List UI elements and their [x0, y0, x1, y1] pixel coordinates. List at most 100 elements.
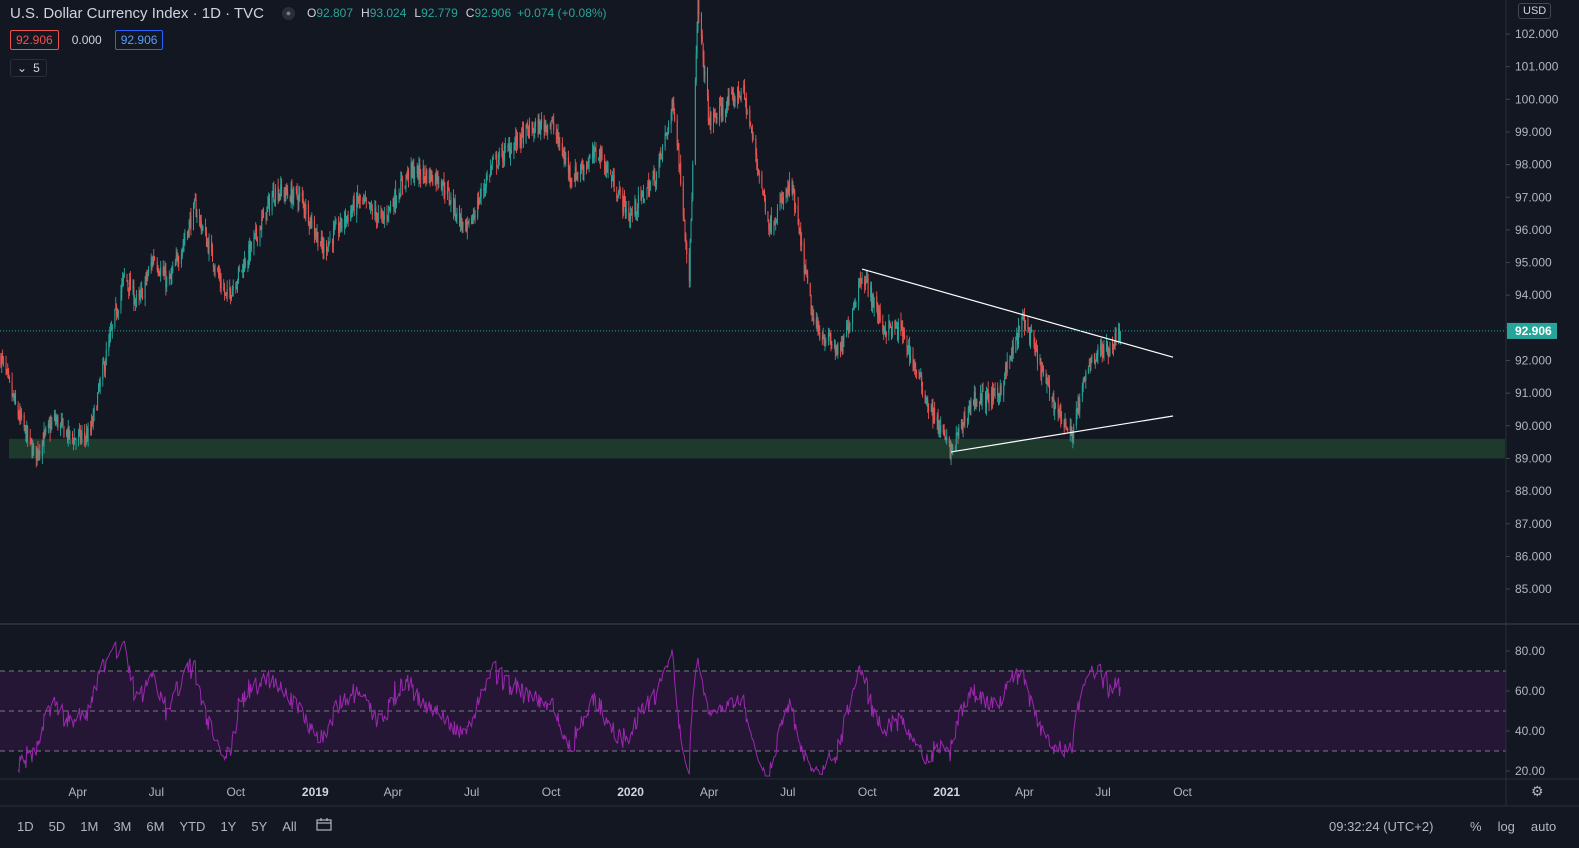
candle-body — [714, 114, 716, 117]
candle-body — [515, 136, 517, 145]
candle-body — [66, 431, 68, 436]
candle-body — [616, 192, 618, 198]
candle-body — [927, 399, 929, 407]
candle-body — [293, 187, 295, 198]
candle-body — [1057, 403, 1059, 414]
timeframe-button-1y[interactable]: 1Y — [220, 819, 237, 834]
price-axis-label: 102.000 — [1515, 27, 1559, 41]
compare-range-icon[interactable] — [316, 818, 332, 832]
candle-body — [712, 113, 714, 125]
candle-body — [884, 328, 886, 333]
candle-body — [685, 235, 687, 245]
percent-scale-toggle[interactable]: % — [1470, 819, 1482, 834]
candle-body — [434, 174, 436, 185]
price-pane[interactable] — [0, 0, 1506, 468]
candle-body — [686, 243, 688, 255]
timeframe-button-5d[interactable]: 5D — [48, 819, 66, 834]
lower-trendline[interactable] — [950, 415, 1174, 453]
candle-body — [738, 96, 740, 98]
candle-body — [1107, 347, 1109, 356]
upper-trendline[interactable] — [861, 268, 1174, 358]
candle-body — [846, 323, 848, 330]
candle-body — [259, 226, 261, 243]
time-axis-label: 2020 — [617, 785, 644, 799]
candle-body — [919, 375, 921, 377]
candle-body — [516, 132, 518, 145]
candle-body — [933, 408, 935, 424]
candle-body — [525, 124, 527, 143]
timeframe-button-1d[interactable]: 1D — [17, 819, 34, 834]
timeframe-button-3m[interactable]: 3M — [113, 819, 132, 834]
candle-body — [310, 215, 312, 227]
timeframe-button-5y[interactable]: 5Y — [251, 819, 268, 834]
candle-body — [17, 404, 19, 416]
candle-body — [315, 233, 317, 236]
candle-body — [787, 186, 789, 194]
indicators-count: 5 — [33, 61, 40, 75]
candle-body — [1000, 385, 1002, 395]
last-price-tag — [1507, 322, 1557, 339]
timeframe-button-ytd[interactable]: YTD — [179, 819, 206, 834]
candle-body — [148, 268, 150, 274]
candle-body — [189, 217, 191, 223]
bid-price-tag[interactable]: 92.906 — [10, 30, 59, 50]
bottom-toolbar: 1D 5D 1M 3M 6M YTD 1Y 5Y All 09:32:24 (UTC+2) % … — [0, 808, 1579, 848]
candle-body — [547, 125, 549, 133]
clock[interactable]: 09:32:24 (UTC+2) — [1329, 819, 1434, 834]
candle-body — [157, 268, 159, 272]
candle-body — [128, 287, 130, 292]
candle-body — [1085, 372, 1087, 381]
candle-body — [601, 150, 603, 159]
rsi-pane[interactable] — [0, 640, 1506, 777]
candle-body — [295, 186, 297, 191]
candle-body — [803, 242, 805, 274]
candle-body — [948, 438, 950, 443]
spread-value: 0.000 — [71, 33, 102, 47]
candle-body — [665, 133, 667, 135]
candle-body — [697, 0, 699, 28]
candle-body — [1075, 409, 1077, 426]
auto-scale-toggle[interactable]: auto — [1530, 819, 1557, 834]
candle-body — [842, 341, 844, 353]
candle-body — [374, 208, 376, 217]
candle-body — [695, 53, 697, 82]
candle-body — [61, 419, 63, 424]
log-scale-toggle[interactable]: log — [1497, 819, 1515, 834]
symbol-title[interactable]: U.S. Dollar Currency Index · 1D · TVC — [10, 4, 264, 22]
candle-body — [1053, 398, 1055, 410]
settings-gear-icon[interactable]: ⚙ — [1531, 783, 1544, 799]
market-status-icon[interactable]: ● — [281, 6, 295, 20]
candle-body — [636, 213, 638, 215]
ask-price-tag[interactable]: 92.906 — [114, 30, 164, 50]
candle-body — [127, 281, 129, 286]
candle-body — [821, 337, 823, 340]
candle-body — [328, 241, 330, 245]
candle-body — [1112, 344, 1114, 349]
timeframe-button-1m[interactable]: 1M — [80, 819, 99, 834]
candle-body — [599, 150, 601, 162]
candle-body — [271, 196, 273, 211]
candle-body — [156, 261, 158, 270]
candle-body — [789, 179, 791, 191]
candle-body — [954, 445, 956, 447]
candle-body — [419, 163, 421, 177]
currency-button[interactable]: USD — [1518, 3, 1552, 19]
candle-body — [903, 331, 905, 339]
candle-body — [447, 187, 449, 190]
candle-body — [1029, 331, 1031, 344]
timeframe-button-all[interactable]: All — [282, 819, 297, 834]
timeframe-button-6m[interactable]: 6M — [146, 819, 165, 834]
candle-body — [1103, 348, 1105, 359]
candle-body — [671, 101, 673, 114]
candle-body — [243, 265, 245, 272]
indicators-toggle[interactable]: ⌄ 5 — [10, 59, 47, 77]
candle-body — [368, 201, 370, 203]
candle-body — [24, 425, 26, 427]
candle-body — [504, 145, 506, 149]
candle-body — [574, 166, 576, 183]
candle-body — [224, 292, 226, 294]
candle-body — [145, 273, 147, 281]
candle-body — [589, 156, 591, 158]
candle-body — [158, 270, 160, 274]
